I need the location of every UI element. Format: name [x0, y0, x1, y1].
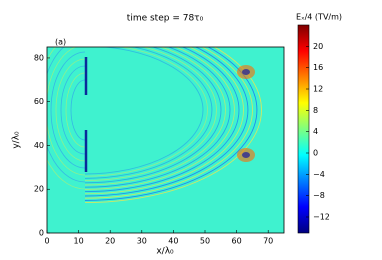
colorbar-tick-label: 0 [313, 149, 318, 158]
wavefront [50, 51, 86, 169]
y-axis-label: y/λ₀ [12, 131, 22, 149]
y-tick-label: 40 [34, 141, 44, 150]
wavefront [84, 47, 226, 186]
hot-spot [242, 69, 250, 75]
colorbar [297, 24, 310, 234]
colorbar-tick-label: 12 [313, 85, 323, 94]
x-axis-label: x/λ₀ [156, 247, 174, 257]
panel-label: (a) [55, 38, 66, 47]
x-tick-label: 20 [105, 237, 115, 246]
wavefront [84, 47, 231, 188]
x-tick-label: 0 [44, 237, 49, 246]
x-tick-label: 30 [137, 237, 147, 246]
x-tick-label: 40 [168, 237, 178, 246]
wavefront [84, 47, 213, 179]
wavefront [84, 47, 258, 201]
wavefront [84, 47, 235, 190]
x-tick-label: 10 [74, 237, 84, 246]
x-tick-label: 60 [232, 237, 242, 246]
wavefront [84, 47, 222, 184]
colorbar-label: Eₓ/4 (TV/m) [296, 13, 342, 22]
y-tick-label: 60 [34, 97, 44, 106]
wavefront [84, 47, 262, 204]
y-tick-label: 20 [34, 185, 44, 194]
colorbar-tick-label: 4 [313, 127, 318, 136]
field-pattern [47, 47, 262, 204]
wavefront [55, 58, 86, 162]
wavefront [84, 47, 253, 199]
wavefront [47, 47, 86, 176]
wavefront [84, 47, 204, 175]
wavefront [84, 47, 240, 193]
y-tick-label: 0 [39, 229, 44, 238]
wavefront [84, 47, 208, 177]
y-tick-label: 80 [34, 53, 44, 62]
wavefront [47, 47, 86, 183]
colorbar-tick-label: −4 [313, 170, 325, 179]
wavefront [84, 47, 244, 195]
colorbar-tick-label: 20 [313, 42, 323, 51]
wavefront [47, 47, 86, 190]
plot-frame [46, 46, 285, 234]
wavefront [84, 47, 249, 197]
x-tick-label: 50 [200, 237, 210, 246]
wavefront [65, 72, 86, 148]
colorbar-tick-label: 16 [313, 63, 323, 72]
chart-title: time step = 78τ₀ [127, 14, 204, 24]
hot-spot [242, 152, 250, 158]
wavefront [70, 79, 86, 141]
wavefront [60, 65, 86, 155]
colorbar-tick-label: −8 [313, 191, 325, 200]
x-tick-label: 70 [263, 237, 273, 246]
colorbar-tick-label: −12 [313, 213, 330, 222]
colorbar-tick-label: 8 [313, 106, 318, 115]
